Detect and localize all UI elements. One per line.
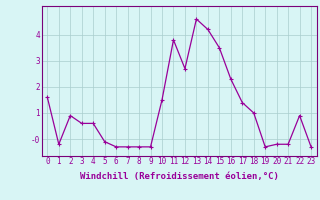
X-axis label: Windchill (Refroidissement éolien,°C): Windchill (Refroidissement éolien,°C) [80, 172, 279, 181]
